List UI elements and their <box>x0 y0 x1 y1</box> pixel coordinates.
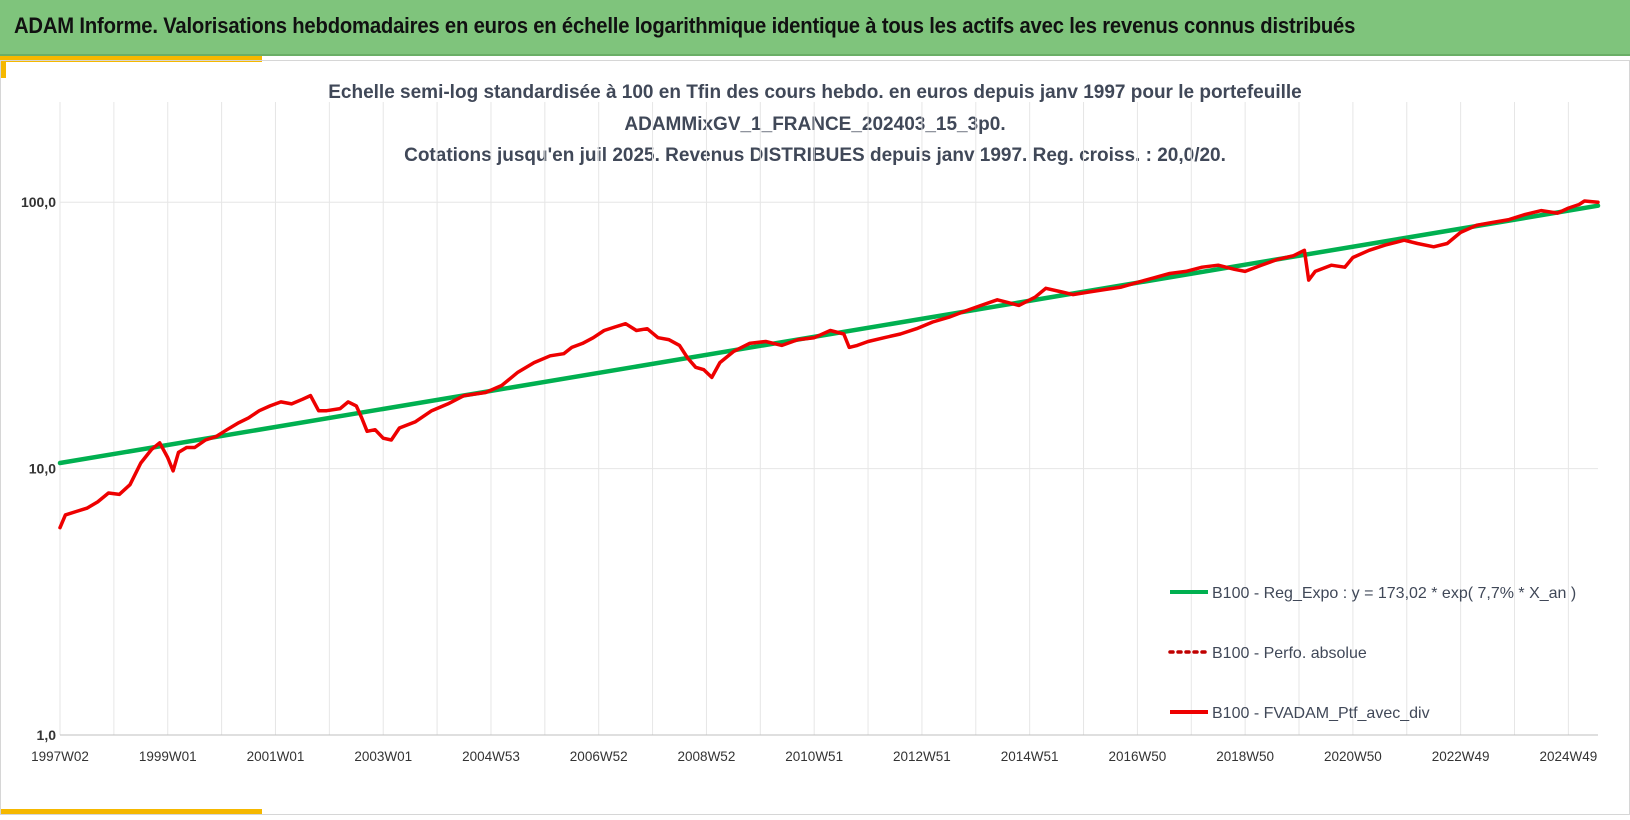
series-line-2 <box>58 199 1600 530</box>
chart-frame <box>0 60 1630 815</box>
x-tick-label: 2012W51 <box>893 749 951 764</box>
accent-bar-top-left <box>0 56 262 62</box>
x-tick-label: 2006W52 <box>570 749 628 764</box>
x-tick-label: 2014W51 <box>1001 749 1059 764</box>
x-tick-label: 1999W01 <box>139 749 197 764</box>
x-tick-label: 2020W50 <box>1324 749 1382 764</box>
chart-title-line-2: ADAMMixGV_1_FRANCE_202403_15_3p0. <box>624 114 1005 135</box>
chart-title-line-1: Echelle semi-log standardisée à 100 en T… <box>328 82 1302 103</box>
x-tick-label: 2004W53 <box>462 749 520 764</box>
series-lines <box>57 199 1601 530</box>
gridlines <box>59 102 1598 736</box>
chart-svg: Echelle semi-log standardisée à 100 en T… <box>0 60 1630 815</box>
chart-title-line-3: Cotations jusqu'en juil 2025. Revenus DI… <box>404 145 1226 166</box>
x-tick-label: 1997W02 <box>31 749 89 764</box>
x-tick-label: 2008W52 <box>678 749 736 764</box>
legend-label-1: B100 - Perfo. absolue <box>1212 645 1367 662</box>
legend-label-0: B100 - Reg_Expo : y = 173,02 * exp( 7,7%… <box>1212 585 1576 602</box>
y-tick-label: 10,0 <box>29 461 56 477</box>
page-title: ADAM Informe. Valorisations hebdomadaire… <box>14 13 1356 38</box>
x-tick-label: 2024W49 <box>1539 749 1597 764</box>
header-banner: ADAM Informe. Valorisations hebdomadaire… <box>0 0 1630 56</box>
x-tick-label: 2010W51 <box>785 749 843 764</box>
x-tick-label: 2022W49 <box>1432 749 1490 764</box>
x-tick-label: 2018W50 <box>1216 749 1274 764</box>
x-tick-label: 2016W50 <box>1109 749 1167 764</box>
x-tick-label: 2001W01 <box>247 749 305 764</box>
chart-area: Echelle semi-log standardisée à 100 en T… <box>0 60 1630 815</box>
y-tick-label: 1,0 <box>37 727 57 743</box>
accent-bar-side-left <box>0 56 6 78</box>
legend-label-2: B100 - FVADAM_Ptf_avec_div <box>1212 705 1430 722</box>
accent-bar-bottom-left <box>0 809 262 815</box>
axes: 1,0 10,0 100,0 1997W02 1999W01 2001W01 2003W01… <box>21 194 1598 764</box>
y-tick-label: 100,0 <box>21 194 56 210</box>
x-tick-label: 2003W01 <box>354 749 412 764</box>
series-line-0 <box>57 203 1601 466</box>
legend: B100 - Reg_Expo : y = 173,02 * exp( 7,7%… <box>1168 585 1576 722</box>
